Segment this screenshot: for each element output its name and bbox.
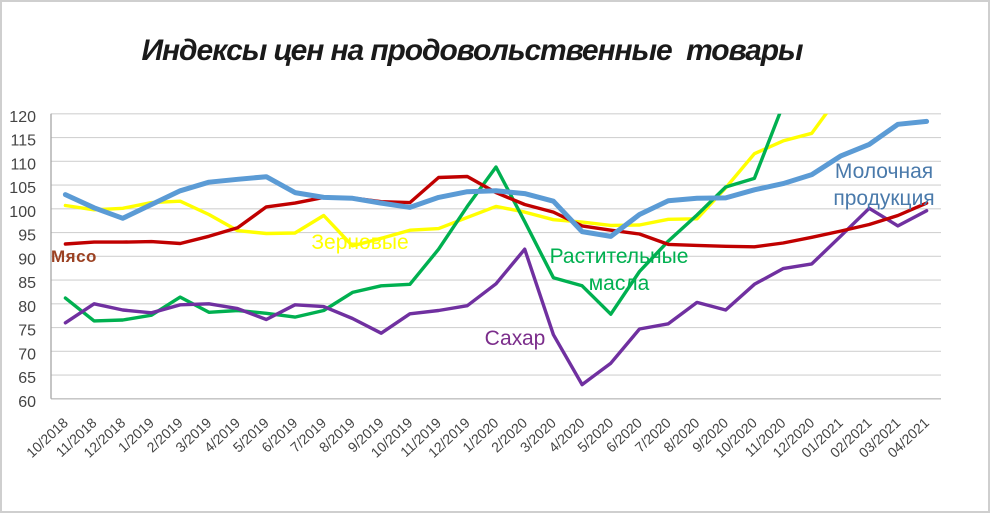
svg-text:Зерновые: Зерновые: [311, 231, 408, 254]
svg-text:масла: масла: [589, 272, 650, 295]
svg-text:105: 105: [9, 180, 36, 197]
svg-text:Молочная: Молочная: [835, 160, 933, 183]
svg-text:115: 115: [10, 133, 36, 150]
svg-text:110: 110: [10, 156, 36, 173]
svg-text:75: 75: [18, 323, 36, 340]
svg-text:Сахар: Сахар: [485, 327, 546, 350]
svg-text:85: 85: [18, 275, 36, 292]
svg-text:Растительные: Растительные: [550, 245, 689, 268]
svg-text:120: 120: [9, 109, 36, 126]
svg-text:80: 80: [18, 299, 36, 316]
svg-text:65: 65: [18, 370, 36, 387]
svg-text:60: 60: [18, 394, 36, 411]
svg-text:100: 100: [9, 204, 36, 221]
svg-text:продукция: продукция: [833, 187, 934, 210]
svg-text:Мясо: Мясо: [51, 247, 97, 266]
svg-text:70: 70: [18, 346, 36, 363]
svg-text:90: 90: [18, 251, 36, 268]
svg-text:95: 95: [18, 228, 36, 245]
